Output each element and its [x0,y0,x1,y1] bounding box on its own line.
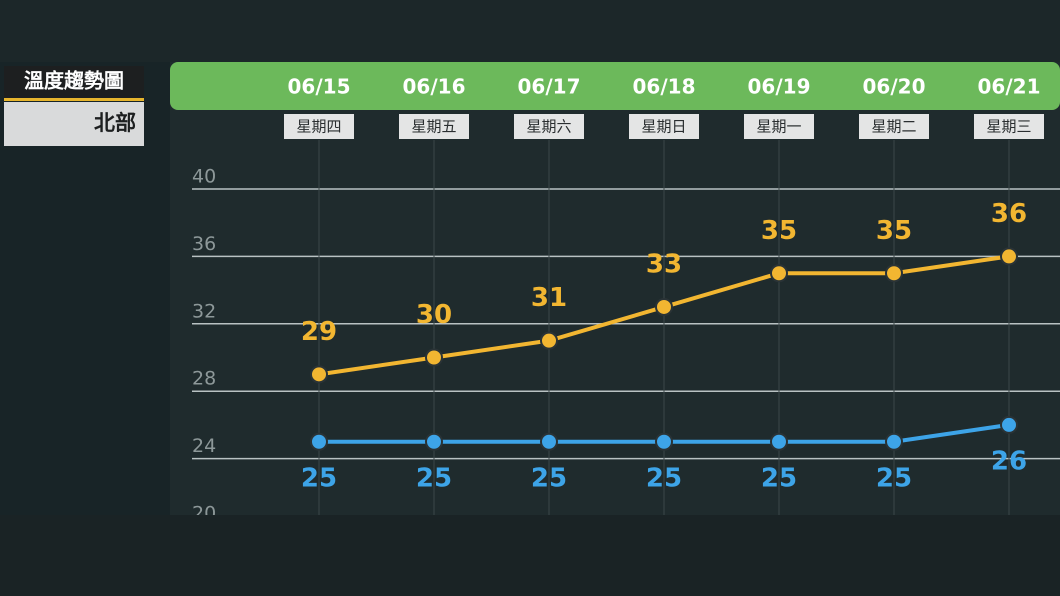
data-label: 25 [416,463,452,493]
weekday-label: 星期六 [526,118,571,136]
data-point [540,331,558,350]
region: 北部 [94,111,136,135]
y-tick-label: 28 [192,368,216,390]
y-tick-label: 20 [192,503,216,525]
title-underline [4,98,144,101]
weekday-box [514,114,584,139]
date-band [170,62,1060,110]
x-tick-label: 06/20 [863,75,926,99]
x-tick-label: 06/16 [403,75,466,99]
weekday-label: 星期三 [986,118,1031,136]
data-point [425,348,443,367]
data-point [1000,247,1018,266]
data-label: 25 [876,463,912,493]
data-point [655,297,673,316]
x-tick-label: 06/17 [518,75,581,99]
weekday-label: 星期二 [871,118,916,136]
x-tick-label: 06/15 [288,75,351,99]
data-point [655,432,673,451]
chart-title: 溫度趨勢圖 [24,69,124,93]
top-band [0,0,1060,62]
weekday-box [974,114,1044,139]
data-point [310,432,328,451]
region-box [4,102,144,146]
data-label: 33 [646,249,682,279]
data-point [425,432,443,451]
data-label: 25 [301,463,337,493]
data-label: 31 [531,283,567,313]
plot: 20 24 28 32 36 40 06/15 星期四 06/16 星期五 06/17 星期六 06/1… [192,75,1060,525]
data-label: 26 [991,446,1027,476]
data-point [885,264,903,283]
weekday-label: 星期四 [296,118,341,136]
weekday-label: 星期日 [641,118,686,136]
data-label: 36 [991,199,1027,229]
data-point [770,432,788,451]
data-point [770,264,788,283]
data-label: 35 [876,216,912,246]
weekday-box [284,114,354,139]
y-tick-label: 32 [192,300,216,322]
weekday-label: 星期五 [411,118,456,136]
data-label: 25 [761,463,797,493]
data-point [1000,415,1018,434]
data-point [540,432,558,451]
data-label: 30 [416,300,452,330]
title-box [4,66,144,98]
y-tick-label: 24 [192,435,216,457]
y-tick-label: 36 [192,233,216,255]
data-label: 29 [301,317,337,347]
x-tick-label: 06/18 [633,75,696,99]
data-label: 35 [761,216,797,246]
weekday-label: 星期一 [756,118,801,136]
weekday-box [399,114,469,139]
data-label: 25 [646,463,682,493]
weekday-box [629,114,699,139]
weekday-box [859,114,929,139]
weekday-box [744,114,814,139]
data-point [885,432,903,451]
data-label: 25 [531,463,567,493]
data-point [310,365,328,384]
y-tick-label: 40 [192,166,216,188]
bottom-band [0,515,1060,596]
x-tick-label: 06/19 [748,75,811,99]
x-tick-label: 06/21 [978,75,1041,99]
